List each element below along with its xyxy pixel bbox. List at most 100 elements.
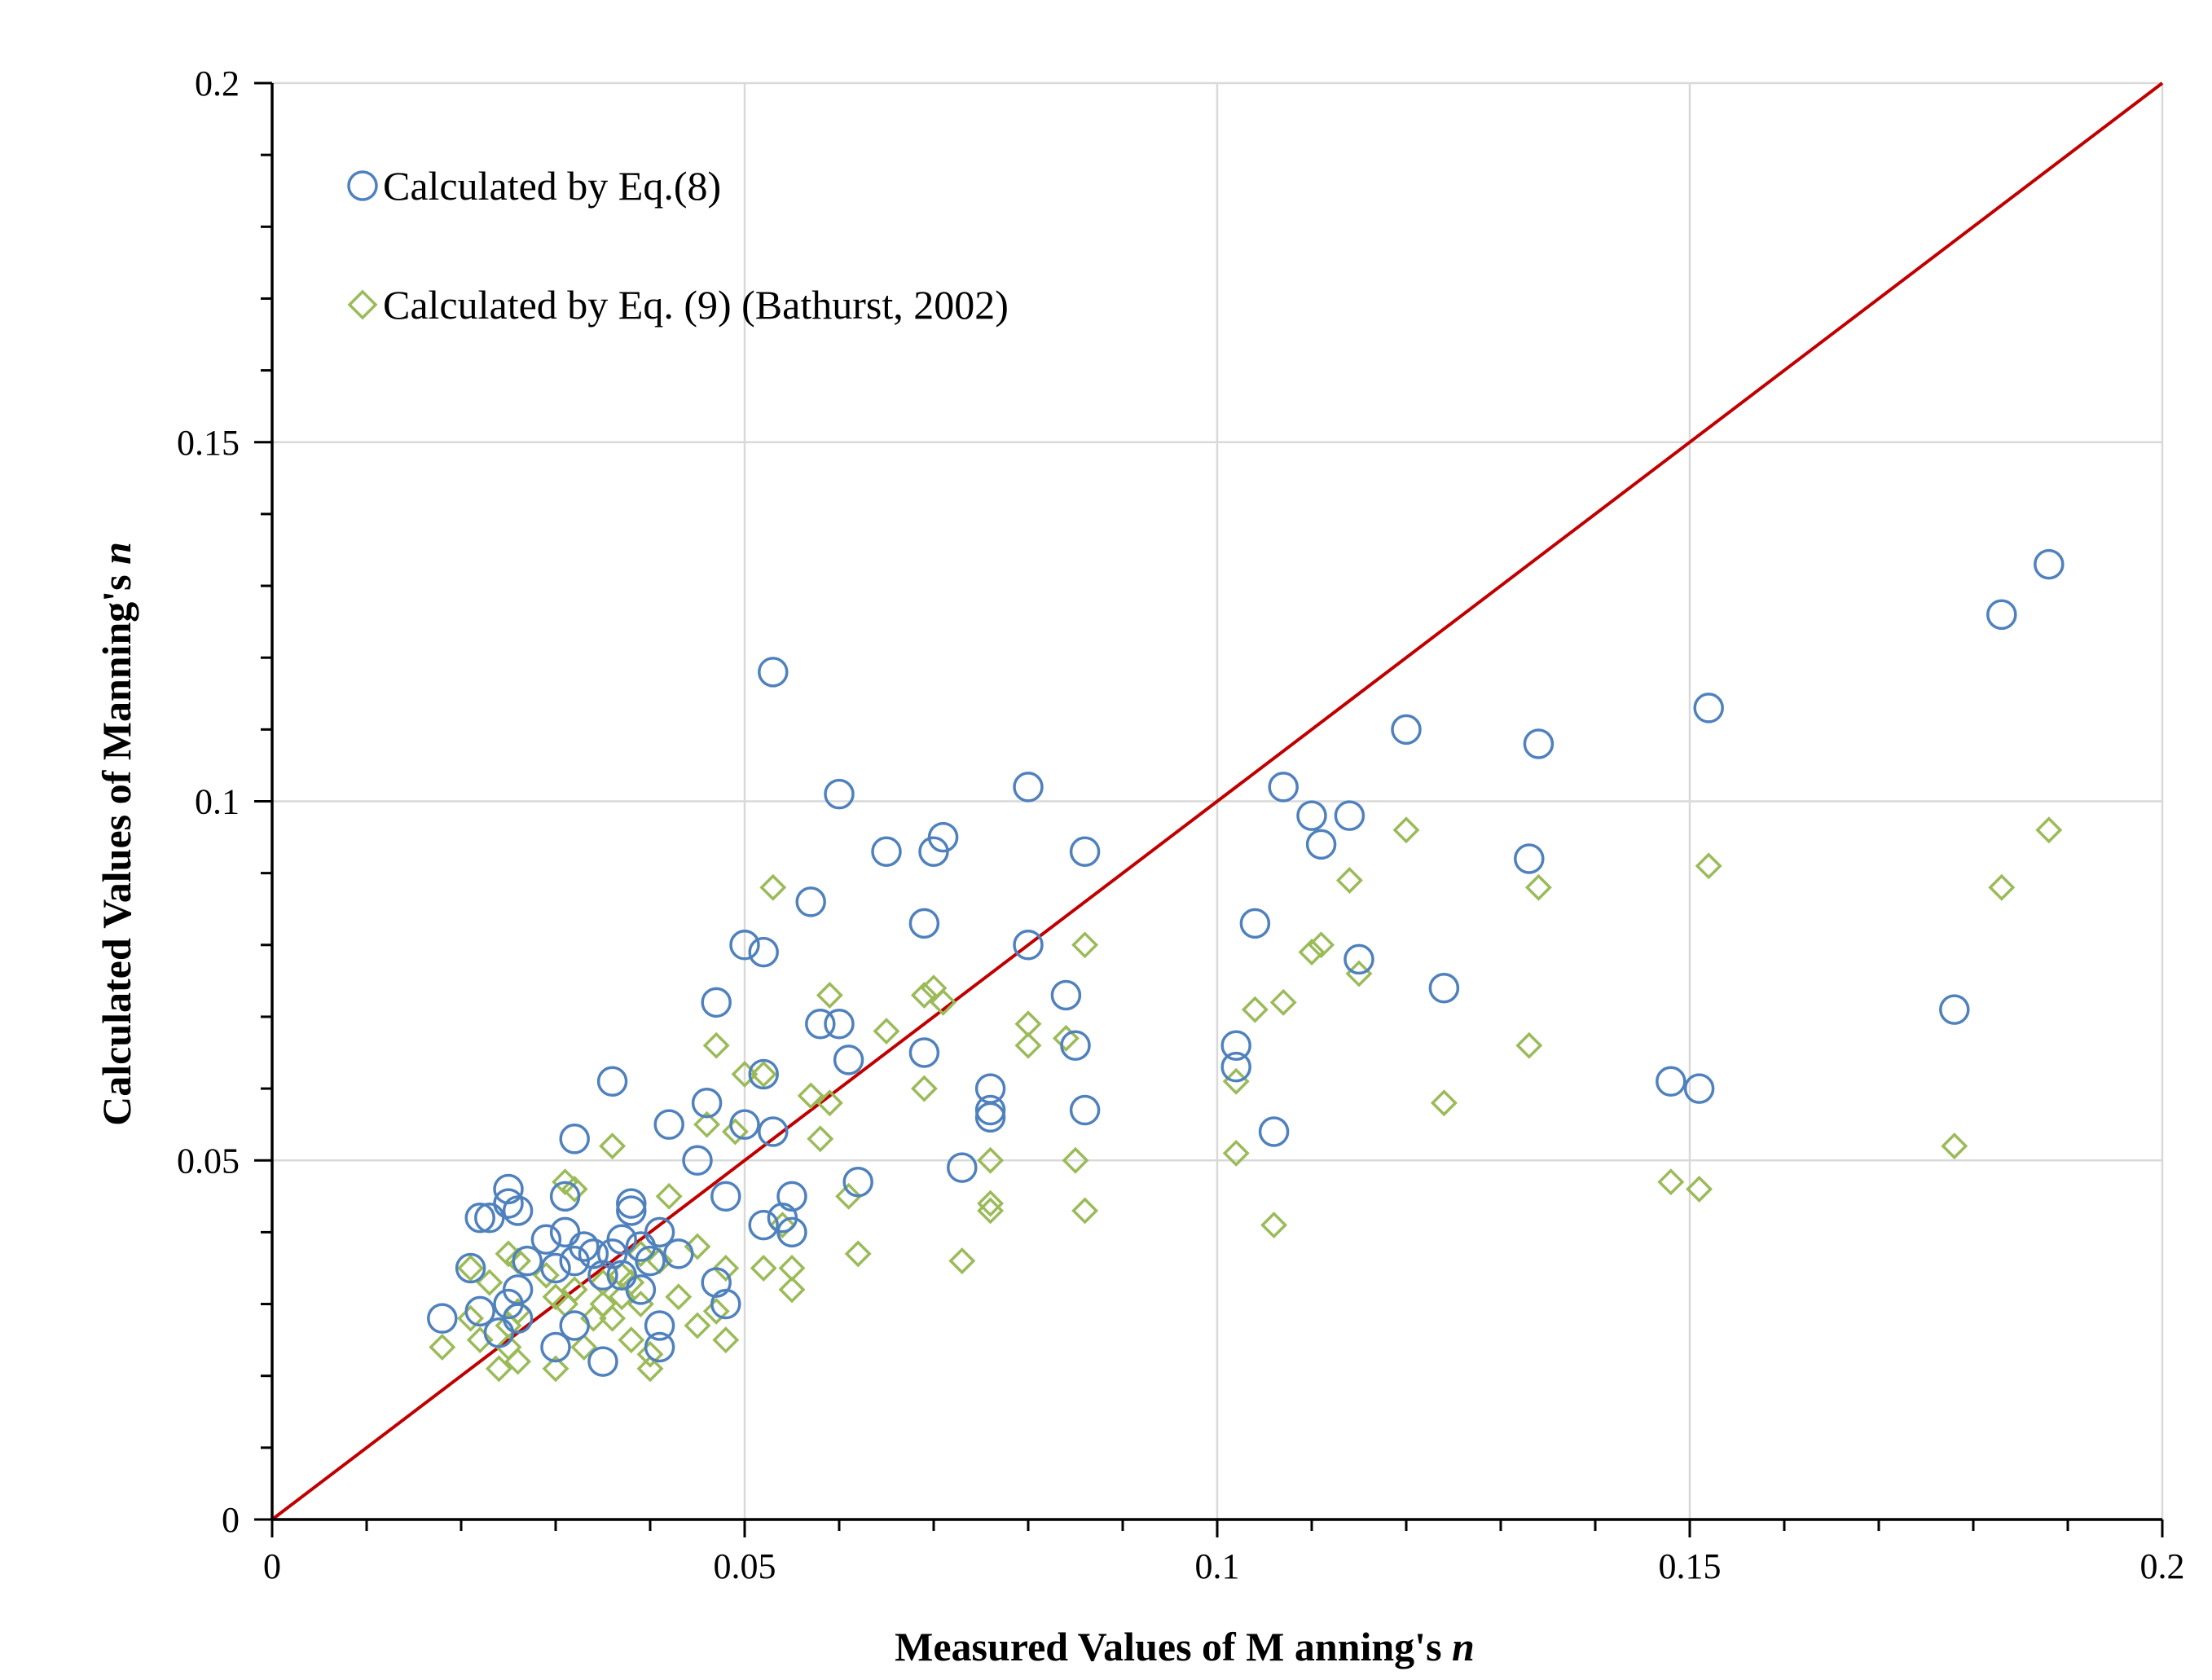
eq8-point: [455, 1252, 486, 1284]
eq8-point: [1428, 972, 1460, 1004]
eq9-point: [778, 1254, 806, 1282]
eq9-point: [1260, 1212, 1288, 1239]
eq9-point: [2035, 816, 2063, 844]
eq8-point: [748, 1209, 779, 1241]
eq8-point: [1258, 1116, 1290, 1147]
eq8-point: [710, 1288, 741, 1320]
eq8-point: [1069, 836, 1101, 867]
eq9-point: [731, 1060, 759, 1088]
eq9-point: [655, 1182, 683, 1210]
series-eq8: [427, 548, 2065, 1377]
eq9-point: [618, 1326, 645, 1354]
eq8-point: [540, 1331, 571, 1363]
eq9-point: [457, 1304, 485, 1332]
eq8-point: [729, 1109, 760, 1140]
eq8-point: [947, 1152, 978, 1183]
eq9-point: [948, 1247, 976, 1275]
eq9-point: [1052, 1024, 1080, 1052]
eq9-point: [816, 1089, 843, 1117]
eq9-point: [665, 1283, 693, 1311]
eq9-point: [1335, 866, 1363, 894]
eq9-point: [1515, 1031, 1543, 1059]
eq9-point: [1988, 873, 2016, 901]
x-tick-label: 0.05: [714, 1546, 776, 1586]
eq9-point: [1695, 852, 1722, 880]
eq9-point: [1241, 996, 1269, 1023]
eq8-point: [1220, 1030, 1251, 1061]
eq9-point: [1269, 988, 1297, 1016]
eq9-point: [702, 1297, 730, 1325]
eq9-point: [768, 1212, 796, 1239]
eq9-point: [977, 1146, 1005, 1174]
eq8-point: [748, 1058, 779, 1090]
eq9-point: [1071, 1197, 1099, 1225]
eq8-point: [927, 821, 959, 853]
eq9-point: [712, 1326, 740, 1354]
y-axis-title-italic: n: [94, 542, 139, 565]
eq9-point: [1222, 1139, 1250, 1167]
eq8-point: [776, 1181, 807, 1212]
eq8-point: [795, 886, 826, 917]
y-tick-label: 0.1: [195, 782, 240, 822]
eq8-point: [549, 1216, 581, 1248]
eq8-point: [549, 1181, 581, 1212]
eq8-point: [1305, 829, 1337, 860]
y-tick-label: 0.05: [177, 1141, 240, 1181]
eq9-point: [910, 1075, 938, 1102]
eq9-point: [873, 1018, 900, 1045]
eq8-point: [701, 987, 732, 1018]
eq8-point: [616, 1188, 647, 1219]
eq9-point: [797, 1082, 825, 1110]
eq9-point: [835, 1182, 863, 1210]
eq9-point: [570, 1333, 598, 1361]
eq9-point: [599, 1304, 627, 1332]
eq9-point: [1308, 931, 1335, 959]
eq9-point: [750, 1254, 777, 1282]
eq8-point: [691, 1087, 723, 1119]
y-tick-label: 0.2: [195, 64, 240, 103]
eq8-point: [493, 1173, 524, 1205]
eq8-point: [758, 657, 789, 688]
eq8-point: [587, 1260, 618, 1291]
eq8-point: [2034, 548, 2065, 580]
legend-marker-circle: [347, 170, 378, 201]
legend-marker-diamond: [347, 289, 378, 320]
eq9-point: [1392, 816, 1420, 844]
eq8-point: [1939, 994, 1970, 1025]
ticks: 0 0.05 0.1 0.15 0.2 0 0.05 0.1 0.15 0.2: [177, 64, 2185, 1586]
eq9-point: [693, 1110, 721, 1138]
eq8-point: [1013, 772, 1044, 803]
eq8-point: [464, 1295, 495, 1327]
eq8-point: [701, 1267, 732, 1298]
eq9-point: [702, 1031, 730, 1059]
eq9-point: [1298, 939, 1326, 966]
x-axis-title: Measured Values of M anning's n: [895, 1624, 1475, 1669]
eq9-point: [1941, 1132, 1968, 1160]
legend: Calculated by Eq.(8) Calculated by Eq. (…: [347, 163, 1009, 328]
eq8-point: [758, 1116, 789, 1147]
eq9-point: [977, 1190, 1005, 1217]
x-tick-label: 0.1: [1195, 1546, 1240, 1586]
eq9-point: [977, 1197, 1005, 1225]
eq9-point: [930, 988, 957, 1016]
eq8-point: [616, 1195, 647, 1226]
eq9-point: [636, 1355, 664, 1383]
series-eq9-bathurst: [429, 816, 2063, 1383]
y-tick-label: 0.15: [177, 423, 240, 463]
eq8-point: [1514, 843, 1545, 874]
eq8-point: [644, 1310, 675, 1341]
eq8-point: [1683, 1073, 1715, 1104]
eq8-point: [824, 1009, 855, 1040]
eq9-point: [684, 1233, 711, 1260]
eq8-point: [427, 1303, 458, 1334]
x-tick-label: 0.2: [2140, 1546, 2185, 1586]
eq8-point: [908, 908, 940, 939]
one-to-one-line: [270, 81, 2164, 1521]
eq8-point: [974, 1102, 1006, 1133]
eq9-point: [599, 1132, 627, 1160]
y-tick-label: 0: [222, 1500, 240, 1540]
eq9-point: [750, 1060, 777, 1088]
eq9-point: [532, 1261, 560, 1289]
eq8-point: [1239, 908, 1271, 939]
eq9-point: [466, 1326, 494, 1354]
